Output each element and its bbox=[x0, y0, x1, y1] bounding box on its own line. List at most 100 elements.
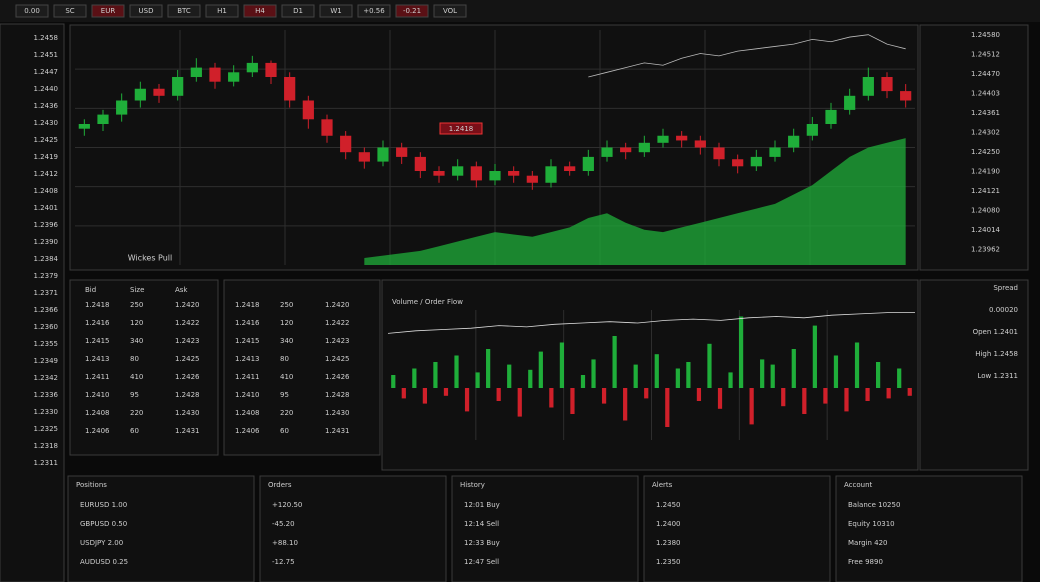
candle-body bbox=[377, 147, 389, 162]
price-label: 1.2430 bbox=[34, 119, 59, 127]
trades-panel bbox=[223, 279, 381, 456]
candle-body bbox=[844, 95, 856, 110]
toolbar-label[interactable]: D1 bbox=[293, 7, 303, 15]
table-cell: 410 bbox=[130, 373, 143, 381]
price-label: 1.2336 bbox=[34, 391, 59, 399]
toolbar-button[interactable] bbox=[433, 4, 467, 18]
panel-row: Margin 420 bbox=[848, 539, 888, 547]
toolbar-button[interactable] bbox=[281, 4, 315, 18]
toolbar-label[interactable]: USD bbox=[139, 7, 154, 15]
toolbar-button[interactable] bbox=[15, 4, 49, 18]
toolbar-label[interactable]: -0.21 bbox=[403, 7, 421, 15]
volume-bar bbox=[486, 349, 491, 388]
volume-bar bbox=[686, 362, 691, 388]
table-cell: 220 bbox=[130, 409, 143, 417]
candle-body bbox=[601, 147, 613, 157]
price-tag: 1.2418 bbox=[449, 125, 474, 133]
table-cell: 340 bbox=[130, 337, 143, 345]
volume-bar bbox=[865, 388, 870, 401]
volume-title: Volume / Order Flow bbox=[392, 298, 463, 306]
table-cell: 1.2406 bbox=[85, 427, 110, 435]
toolbar-button[interactable] bbox=[357, 4, 391, 18]
candle-body bbox=[900, 91, 912, 101]
volume-bar bbox=[675, 368, 680, 388]
price-label: 1.2425 bbox=[34, 136, 59, 144]
candle-body bbox=[190, 67, 202, 77]
toolbar-label[interactable]: EUR bbox=[101, 7, 116, 15]
table-cell: 60 bbox=[130, 427, 139, 435]
price-label: 1.2325 bbox=[34, 425, 59, 433]
volume-bar bbox=[823, 388, 828, 404]
volume-bar bbox=[802, 388, 807, 414]
toolbar-button[interactable] bbox=[395, 4, 429, 18]
candle-body bbox=[508, 171, 520, 176]
panel-row: -12.75 bbox=[272, 558, 295, 566]
table-cell: 1.2430 bbox=[175, 409, 200, 417]
price-label: 1.2451 bbox=[34, 51, 59, 59]
trade-cell: 95 bbox=[280, 391, 289, 399]
right-price: 1.24302 bbox=[971, 129, 1000, 137]
toolbar-button[interactable] bbox=[167, 4, 201, 18]
volume-bar bbox=[886, 388, 891, 399]
toolbar-label[interactable]: 0.00 bbox=[24, 7, 40, 15]
price-label: 1.2379 bbox=[34, 272, 59, 280]
volume-bar bbox=[907, 388, 912, 396]
candle-body bbox=[209, 67, 221, 82]
price-label: 1.2349 bbox=[34, 357, 59, 365]
toolbar-label[interactable]: BTC bbox=[177, 7, 191, 15]
toolbar-button[interactable] bbox=[53, 4, 87, 18]
volume-bar bbox=[475, 372, 480, 388]
panel-row: EURUSD 1.00 bbox=[80, 501, 127, 509]
table-header: Size bbox=[130, 286, 144, 294]
toolbar-label[interactable]: VOL bbox=[443, 7, 457, 15]
toolbar-button[interactable] bbox=[243, 4, 277, 18]
candle-body bbox=[284, 77, 296, 101]
price-label: 1.2311 bbox=[34, 459, 59, 467]
candle-body bbox=[414, 156, 426, 171]
price-label: 1.2458 bbox=[34, 34, 59, 42]
table-cell: 1.2413 bbox=[85, 355, 110, 363]
toolbar-label[interactable]: SC bbox=[65, 7, 74, 15]
right-price: 1.23962 bbox=[971, 246, 1000, 254]
volume-bar bbox=[833, 355, 839, 388]
candle-body bbox=[489, 171, 501, 181]
volume-bar bbox=[717, 388, 723, 409]
volume-line bbox=[387, 312, 915, 334]
toolbar-label[interactable]: H1 bbox=[217, 7, 227, 15]
volume-chart-panel bbox=[381, 279, 919, 471]
volume-bar bbox=[559, 342, 565, 388]
toolbar-button[interactable] bbox=[319, 4, 353, 18]
candle-body bbox=[153, 88, 165, 96]
volume-bar bbox=[844, 388, 849, 412]
panel-row: Free 9890 bbox=[848, 558, 883, 566]
candle-body bbox=[694, 140, 706, 148]
stat-label: Low 1.2311 bbox=[977, 372, 1018, 380]
candle-body bbox=[825, 109, 837, 124]
trade-cell: 1.2420 bbox=[325, 301, 350, 309]
price-label: 1.2396 bbox=[34, 221, 59, 229]
toolbar-button[interactable] bbox=[91, 4, 125, 18]
candle-body bbox=[172, 77, 184, 96]
table-cell: 1.2418 bbox=[85, 301, 110, 309]
toolbar-button[interactable] bbox=[205, 4, 239, 18]
trade-cell: 1.2406 bbox=[235, 427, 260, 435]
table-cell: 1.2420 bbox=[175, 301, 200, 309]
toolbar-label[interactable]: H4 bbox=[255, 7, 265, 15]
volume-bar bbox=[876, 362, 881, 388]
toolbar-button[interactable] bbox=[129, 4, 163, 18]
volume-bar bbox=[391, 375, 396, 388]
table-cell: 80 bbox=[130, 355, 139, 363]
candle-body bbox=[620, 147, 632, 153]
panel-title: Account bbox=[844, 481, 873, 489]
price-label: 1.2342 bbox=[34, 374, 59, 382]
volume-bar bbox=[633, 364, 638, 388]
trade-cell: 1.2416 bbox=[235, 319, 260, 327]
price-label: 1.2371 bbox=[34, 289, 59, 297]
volume-bar bbox=[770, 364, 775, 388]
toolbar-label[interactable]: W1 bbox=[330, 7, 341, 15]
price-tag-box bbox=[439, 122, 483, 135]
volume-bar bbox=[612, 336, 617, 388]
toolbar-label[interactable]: +0.56 bbox=[363, 7, 385, 15]
volume-bar bbox=[507, 364, 512, 388]
volume-bar bbox=[623, 388, 628, 421]
